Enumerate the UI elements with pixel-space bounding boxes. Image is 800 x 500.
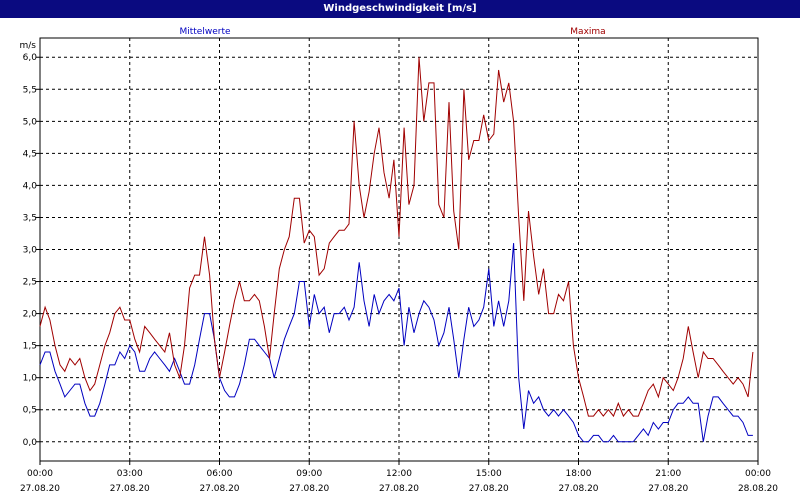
legend-mittelwerte: Mittelwerte — [179, 27, 230, 37]
legend-maxima: Maxima — [570, 27, 605, 37]
y-tick-label: 4,0 — [23, 181, 38, 191]
x-tick-date-label: 27.08.20 — [379, 484, 419, 494]
y-tick-label: 5,0 — [23, 117, 38, 127]
x-tick-time-label: 00:00 — [745, 469, 771, 479]
y-axis-label: m/s — [20, 41, 37, 51]
y-tick-label: 3,5 — [23, 213, 37, 223]
x-tick-date-label: 27.08.20 — [289, 484, 329, 494]
y-tick-label: 6,0 — [23, 53, 38, 63]
x-tick-date-label: 28.08.20 — [738, 484, 778, 494]
series-line-maxima — [39, 57, 754, 418]
y-tick-label: 2,0 — [23, 310, 38, 320]
x-tick-time-label: 15:00 — [476, 469, 502, 479]
x-tick-date-label: 27.08.20 — [20, 484, 60, 494]
x-tick-date-label: 27.08.20 — [469, 484, 509, 494]
y-tick-label: 4,5 — [23, 149, 37, 159]
y-tick-label: 3,0 — [23, 246, 38, 256]
x-tick-time-label: 00:00 — [27, 469, 53, 479]
x-tick-date-label: 27.08.20 — [199, 484, 239, 494]
series-line-mittelwerte — [39, 243, 753, 443]
x-tick-time-label: 12:00 — [386, 469, 412, 479]
x-tick-date-label: 27.08.20 — [558, 484, 598, 494]
y-tick-label: 1,0 — [23, 374, 38, 384]
y-tick-label: 0,5 — [23, 406, 37, 416]
y-tick-label: 2,5 — [23, 278, 37, 288]
x-tick-time-label: 21:00 — [655, 469, 681, 479]
y-tick-label: 0,0 — [23, 438, 38, 448]
y-tick-label: 1,5 — [23, 342, 37, 352]
x-tick-date-label: 27.08.20 — [110, 484, 150, 494]
x-tick-date-label: 27.08.20 — [648, 484, 688, 494]
x-tick-time-label: 18:00 — [566, 469, 592, 479]
x-tick-time-label: 03:00 — [117, 469, 143, 479]
x-tick-time-label: 06:00 — [207, 469, 233, 479]
y-tick-label: 5,5 — [23, 85, 37, 95]
x-tick-time-label: 09:00 — [296, 469, 322, 479]
chart-title: Windgeschwindigkeit [m/s] — [0, 0, 800, 18]
